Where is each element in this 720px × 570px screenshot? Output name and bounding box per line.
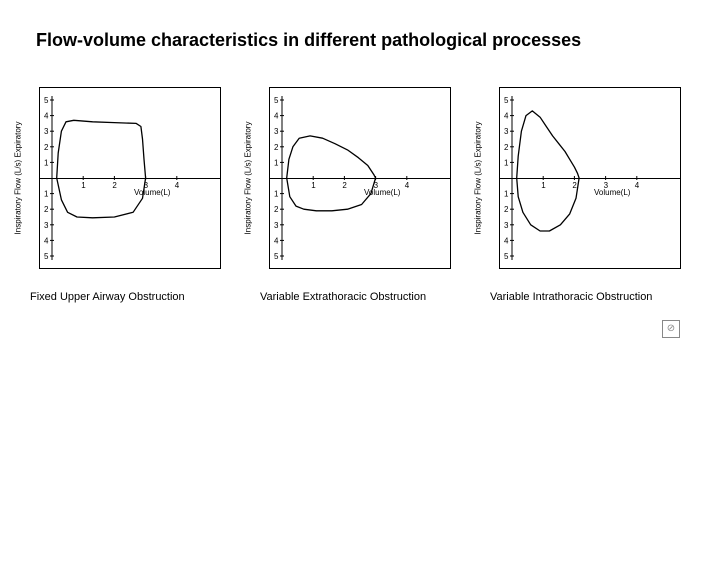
panels-row: Inspiratory Flow (L/s) Expiratory Volume… xyxy=(0,87,720,303)
svg-text:5: 5 xyxy=(44,96,49,105)
svg-text:5: 5 xyxy=(504,96,509,105)
svg-text:1: 1 xyxy=(44,158,49,167)
svg-text:4: 4 xyxy=(274,112,279,121)
chart-1: Inspiratory Flow (L/s) Expiratory Volume… xyxy=(269,87,451,269)
y-axis-label: Inspiratory Flow (L/s) Expiratory xyxy=(14,122,23,235)
chart-2: Inspiratory Flow (L/s) Expiratory Volume… xyxy=(499,87,681,269)
loop-svg-1: 12345123451234 xyxy=(270,88,450,268)
svg-text:4: 4 xyxy=(44,112,49,121)
svg-text:2: 2 xyxy=(572,181,577,190)
svg-text:2: 2 xyxy=(44,205,49,214)
panel-2: Inspiratory Flow (L/s) Expiratory Volume… xyxy=(490,87,690,303)
caption-1: Variable Extrathoracic Obstruction xyxy=(260,291,460,303)
svg-text:1: 1 xyxy=(274,190,279,199)
page-title: Flow-volume characteristics in different… xyxy=(36,30,720,51)
svg-text:4: 4 xyxy=(504,236,509,245)
svg-text:3: 3 xyxy=(504,221,509,230)
svg-text:2: 2 xyxy=(342,181,347,190)
svg-text:2: 2 xyxy=(274,205,279,214)
svg-text:4: 4 xyxy=(175,181,180,190)
panel-1: Inspiratory Flow (L/s) Expiratory Volume… xyxy=(260,87,460,303)
svg-text:5: 5 xyxy=(44,252,49,261)
svg-text:1: 1 xyxy=(81,181,86,190)
svg-text:4: 4 xyxy=(44,236,49,245)
svg-text:3: 3 xyxy=(604,181,609,190)
y-axis-label: Inspiratory Flow (L/s) Expiratory xyxy=(474,122,483,235)
svg-text:1: 1 xyxy=(311,181,316,190)
svg-text:3: 3 xyxy=(274,221,279,230)
caption-0: Fixed Upper Airway Obstruction xyxy=(30,291,230,303)
svg-text:2: 2 xyxy=(274,143,279,152)
loop-svg-0: 12345123451234 xyxy=(40,88,220,268)
panel-0: Inspiratory Flow (L/s) Expiratory Volume… xyxy=(30,87,230,303)
svg-text:3: 3 xyxy=(274,127,279,136)
svg-text:1: 1 xyxy=(504,190,509,199)
svg-text:1: 1 xyxy=(504,158,509,167)
svg-text:4: 4 xyxy=(635,181,640,190)
svg-text:3: 3 xyxy=(44,221,49,230)
svg-text:1: 1 xyxy=(44,190,49,199)
svg-text:3: 3 xyxy=(504,127,509,136)
svg-text:3: 3 xyxy=(44,127,49,136)
broken-image-icon: ⊘ xyxy=(662,320,680,338)
chart-0: Inspiratory Flow (L/s) Expiratory Volume… xyxy=(39,87,221,269)
svg-text:2: 2 xyxy=(504,143,509,152)
svg-text:2: 2 xyxy=(112,181,117,190)
loop-svg-2: 1 2 3 4 5 1 2 3 4 5 1 2 3 4 xyxy=(500,88,680,268)
y-axis-label: Inspiratory Flow (L/s) Expiratory xyxy=(244,122,253,235)
svg-text:5: 5 xyxy=(274,96,279,105)
svg-text:4: 4 xyxy=(274,236,279,245)
svg-text:5: 5 xyxy=(504,252,509,261)
svg-text:1: 1 xyxy=(541,181,546,190)
svg-text:4: 4 xyxy=(405,181,410,190)
svg-text:2: 2 xyxy=(504,205,509,214)
svg-text:5: 5 xyxy=(274,252,279,261)
svg-text:2: 2 xyxy=(44,143,49,152)
svg-text:4: 4 xyxy=(504,112,509,121)
caption-2: Variable Intrathoracic Obstruction xyxy=(490,291,690,303)
svg-text:1: 1 xyxy=(274,158,279,167)
